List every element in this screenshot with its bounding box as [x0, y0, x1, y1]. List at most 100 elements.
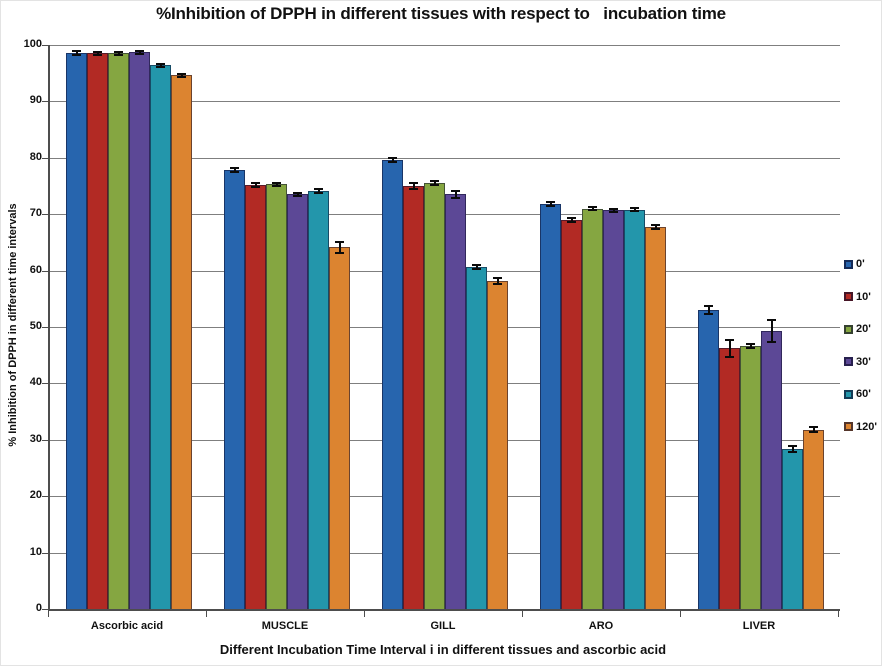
legend-item-120: 120' — [844, 420, 877, 434]
legend-label: 120' — [856, 420, 877, 433]
error-bar-cap — [546, 204, 555, 207]
error-bar-cap — [493, 282, 502, 285]
error-bar — [791, 446, 794, 452]
legend-swatch-icon — [844, 292, 853, 301]
error-bar-cap — [230, 166, 239, 169]
error-bar-cap — [135, 49, 144, 52]
gridline-80 — [50, 157, 840, 159]
error-bar-cap — [93, 53, 102, 56]
error-bar-cap — [430, 183, 439, 186]
chart-title: %Inhibition of DPPH in different tissues… — [156, 4, 726, 23]
error-bar-cap — [93, 51, 102, 54]
error-bar-cap — [451, 197, 460, 200]
y-tick-label: 20 — [29, 489, 42, 502]
bar-gill-0 — [382, 160, 403, 609]
error-bar — [654, 225, 657, 229]
legend-item-0: 0' — [844, 257, 865, 271]
legend-swatch-icon — [844, 389, 853, 399]
bar-aro-20 — [582, 208, 603, 609]
x-tick-mark — [364, 611, 365, 617]
bar-liver-60 — [782, 448, 803, 609]
error-bar-cap — [767, 341, 776, 344]
error-bar-cap — [493, 276, 502, 279]
y-tick-mark — [42, 157, 48, 159]
error-bar-cap — [335, 252, 344, 255]
y-tick-label: 70 — [29, 207, 42, 220]
error-bar-cap — [314, 192, 323, 195]
bar-liver-0 — [698, 310, 719, 609]
error-bar — [75, 51, 78, 55]
error-bar-cap — [335, 240, 344, 243]
bar-aro-120 — [645, 227, 666, 609]
error-bar-cap — [788, 450, 797, 453]
y-tick-mark — [42, 101, 48, 103]
y-tick-mark — [42, 552, 48, 554]
error-bar — [275, 182, 278, 186]
error-bar-cap — [156, 65, 165, 68]
y-tick-label: 40 — [29, 376, 42, 389]
error-bar-cap — [177, 76, 186, 79]
legend-item-30: 30' — [844, 355, 871, 369]
error-bar-cap — [630, 206, 639, 209]
error-bar-cap — [451, 189, 460, 192]
error-bar-cap — [609, 210, 618, 213]
error-bar — [591, 206, 594, 211]
category-label-muscle: MUSCLE — [261, 620, 309, 632]
category-label-gill: GILL — [430, 620, 456, 632]
error-bar — [412, 183, 415, 189]
bar-liver-30 — [761, 330, 782, 609]
error-bar-cap — [704, 305, 713, 308]
x-tick-mark — [680, 611, 681, 617]
x-tick-mark — [838, 611, 839, 617]
bar-muscle-30 — [287, 194, 308, 609]
bar-gill-60 — [466, 267, 487, 609]
error-bar-cap — [272, 185, 281, 187]
bar-muscle-20 — [266, 184, 287, 609]
x-axis-title: Different Incubation Time Interval i in … — [219, 642, 667, 657]
error-bar — [233, 167, 236, 173]
error-bar-cap — [293, 191, 302, 194]
bar-liver-10 — [719, 348, 740, 609]
error-bar-cap — [409, 182, 418, 185]
error-bar-cap — [588, 209, 597, 212]
error-bar-cap — [72, 53, 81, 56]
y-tick-label: 50 — [29, 320, 42, 332]
bar-muscle-120 — [329, 247, 350, 609]
y-tick-mark — [42, 45, 48, 46]
legend-label: 10' — [856, 290, 871, 303]
error-bar — [633, 207, 636, 212]
bar-muscle-10 — [245, 184, 266, 609]
y-tick-label: 0 — [35, 602, 42, 614]
bar-liver-120 — [803, 429, 824, 609]
error-bar-cap — [114, 51, 123, 54]
legend-item-60: 60' — [844, 387, 871, 401]
error-bar-cap — [177, 72, 186, 75]
category-label-aro: ARO — [588, 620, 614, 632]
bar-ascorbic-acid-20 — [108, 53, 129, 609]
bar-gill-20 — [424, 183, 445, 609]
y-tick-mark — [42, 270, 48, 272]
error-bar-cap — [767, 318, 776, 321]
error-bar-cap — [388, 156, 397, 159]
bar-ascorbic-acid-60 — [150, 65, 171, 609]
error-bar — [138, 50, 141, 54]
error-bar — [317, 188, 320, 194]
error-bar-cap — [251, 185, 260, 188]
bar-aro-0 — [540, 204, 561, 609]
y-tick-label: 60 — [29, 263, 42, 276]
bar-liver-20 — [740, 346, 761, 609]
bar-muscle-0 — [224, 170, 245, 609]
y-tick-label: 10 — [29, 545, 42, 558]
error-bar-cap — [651, 227, 660, 230]
error-bar — [549, 202, 552, 206]
legend-swatch-icon — [844, 259, 853, 269]
error-bar-cap — [567, 216, 576, 219]
error-bar-cap — [272, 181, 281, 184]
y-tick-mark — [42, 383, 48, 385]
error-bar-cap — [409, 187, 418, 190]
error-bar-cap — [809, 426, 818, 429]
error-bar — [433, 181, 436, 185]
error-bar — [728, 339, 731, 357]
legend-label: 0' — [856, 258, 865, 270]
y-tick-mark — [42, 609, 48, 610]
